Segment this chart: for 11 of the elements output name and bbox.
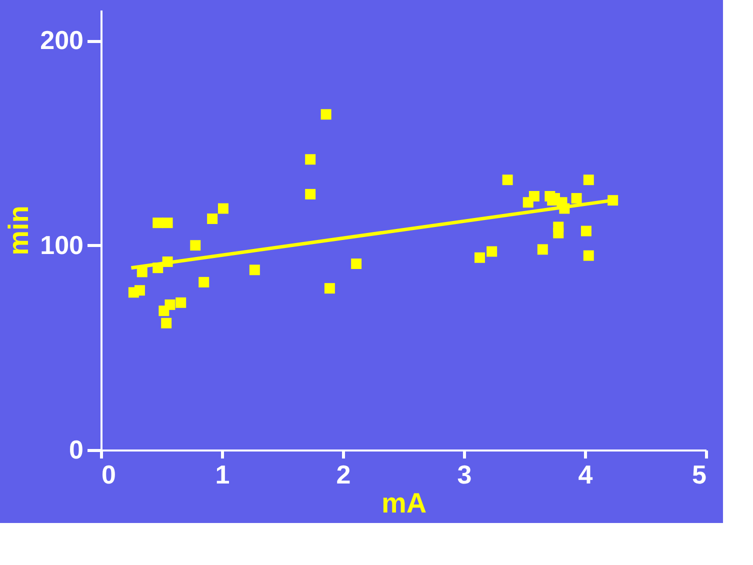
x-tick-label: 4 [578,460,594,490]
x-tick-label: 0 [102,460,116,490]
y-tick-label: 200 [40,25,84,56]
y-tick-label: 0 [69,434,84,464]
x-tick-label: 3 [457,460,472,490]
y-axis-title: min [3,206,34,256]
y-tick-label: 100 [40,230,84,260]
x-tick-label: 5 [692,460,706,490]
x-tick-label: 1 [215,460,230,490]
x-axis-title: mA [381,488,427,518]
x-tick-label: 2 [336,460,351,490]
